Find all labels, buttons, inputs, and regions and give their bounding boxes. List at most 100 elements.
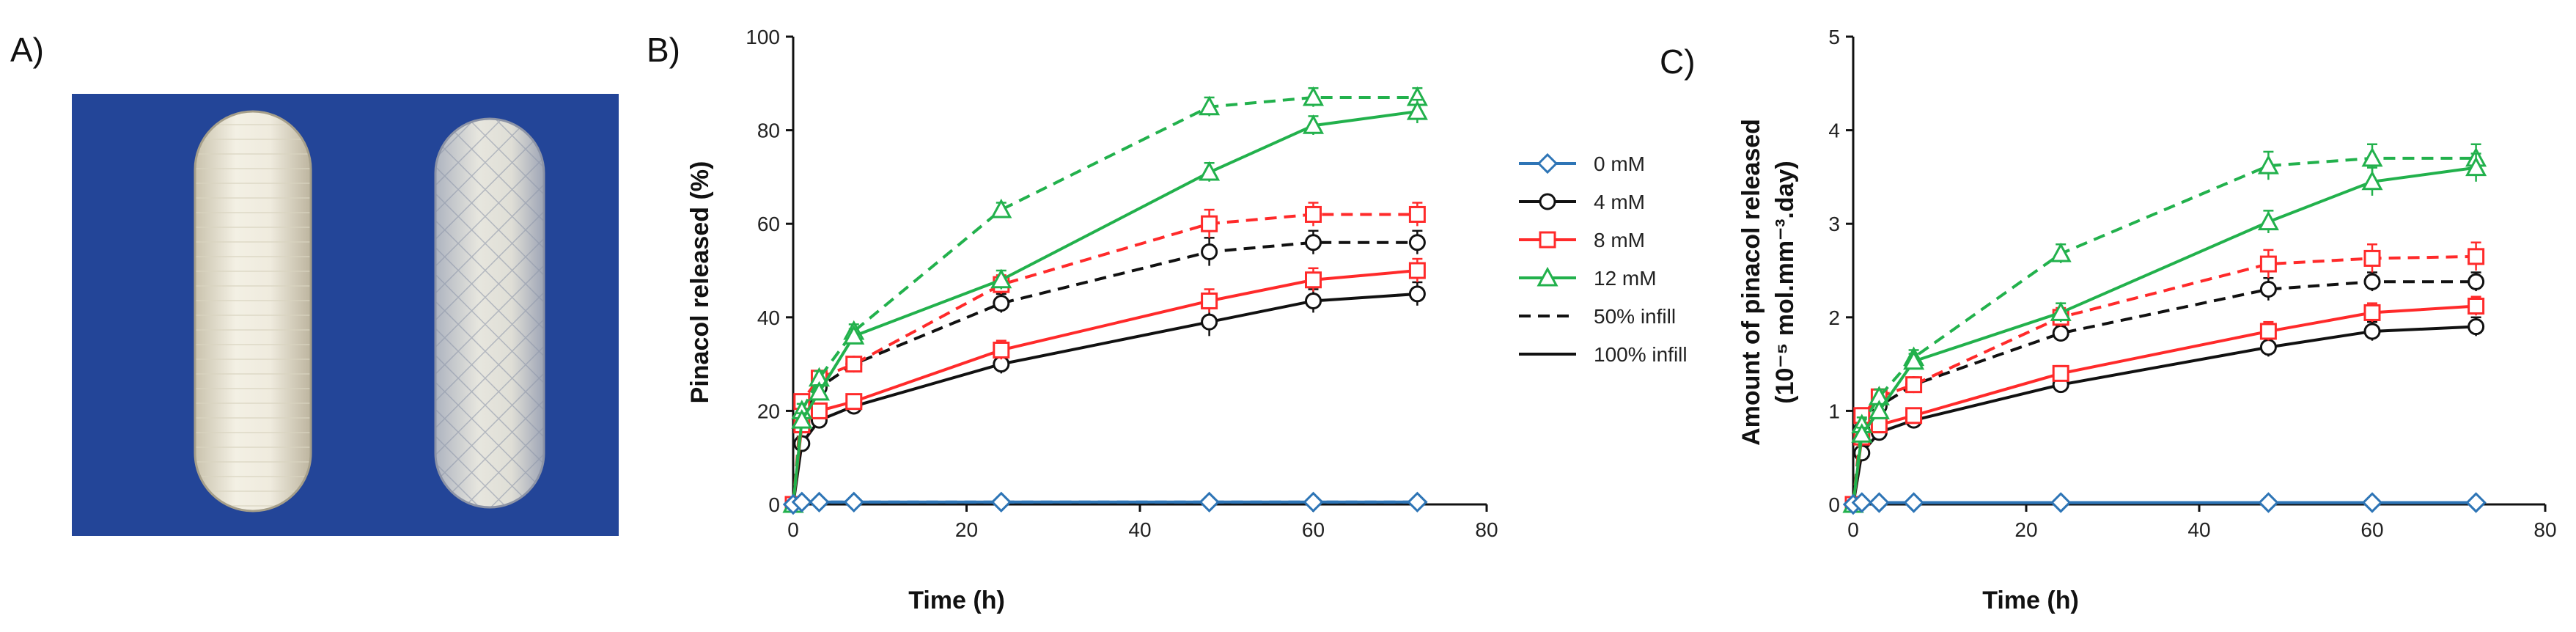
- chart-b-data-point: [1302, 86, 1325, 106]
- chart-b-data-point: [1201, 292, 1218, 309]
- chart-b-data-point: [1305, 234, 1322, 251]
- chart-b-series-line: [792, 240, 1418, 505]
- chart-b-data-point: [810, 402, 828, 419]
- chart-b-series-12mM-100-infill: [782, 98, 1428, 513]
- chart-b: Pinacol released (%) Time (h) 0 20 40 60 80 1…: [686, 26, 1498, 614]
- chart-c-data-point: [2258, 492, 2279, 513]
- panel-b-label: B): [647, 31, 680, 69]
- legend-item-12: 12 mM: [1519, 266, 1657, 290]
- chart-c-ylabel-units: (10⁻⁵ mol.mm⁻³.day): [1771, 161, 1799, 403]
- chart-b-xlabel: Time (h): [908, 587, 1005, 614]
- chart-b-xtick-label: 0: [787, 518, 799, 541]
- chart-c-data-point: [2257, 154, 2279, 174]
- chart-b-series-line: [792, 213, 1418, 505]
- chart-b-data-point: [990, 268, 1012, 289]
- chart-c-data-point: [2468, 297, 2485, 315]
- chart-b-series-4mM-50-infill: [784, 229, 1426, 513]
- capsule-mesh-icon: [434, 117, 545, 509]
- photo-panel: [72, 94, 619, 536]
- chart-c-xtick-label: 80: [2533, 518, 2556, 541]
- chart-b-data-point: [1408, 285, 1426, 303]
- panel-a-label: A): [10, 31, 44, 69]
- chart-b-data-point: [1303, 491, 1324, 512]
- chart-b-data-point: [1305, 271, 1322, 289]
- legend-marker: [1539, 193, 1556, 210]
- chart-b-series-8mM-100-infill: [784, 257, 1426, 513]
- chart-c-data-point: [2259, 323, 2277, 340]
- chart-c-xtick-label: 0: [1847, 518, 1859, 541]
- chart-c-data-point: [1905, 407, 1923, 425]
- chart-c-series-4mM-50-infill: [1844, 271, 2485, 513]
- legend-item-8: 8 mM: [1519, 229, 1645, 251]
- chart-c-data-point: [1903, 350, 1925, 370]
- chart-b-data-point: [845, 356, 863, 373]
- chart-c-data-point: [2468, 248, 2485, 265]
- chart-c-data-point: [2050, 492, 2072, 513]
- chart-c-series-line: [1852, 304, 2476, 505]
- chart-b-data-point: [793, 435, 811, 452]
- chart-b-ytick-label: 20: [757, 400, 780, 422]
- chart-c-data-point: [2259, 255, 2277, 273]
- legend-marker: [1537, 266, 1559, 287]
- chart-c-series-4mM-100-infill: [1844, 316, 2485, 513]
- chart-b-data-point: [1408, 234, 1426, 251]
- chart-c-xtick-label: 20: [2014, 518, 2037, 541]
- legend-label: 12 mM: [1594, 267, 1657, 290]
- legend-label: 4 mM: [1594, 191, 1645, 213]
- capsule-solid-icon: [194, 110, 312, 512]
- chart-c-data-point: [1851, 492, 1872, 513]
- chart-c-series-line: [1852, 254, 2476, 505]
- legend-item-4: 4 mM: [1519, 191, 1645, 213]
- chart-c-data-point: [2052, 324, 2069, 342]
- chart-b-data-point: [843, 491, 864, 512]
- chart-b-data-point: [1201, 313, 1218, 331]
- chart-c-series-0mM-100-infill: [1842, 492, 2487, 515]
- chart-b-xtick-label: 20: [955, 518, 978, 541]
- chart-c-data-point: [1905, 376, 1923, 394]
- chart-b-data-point: [1406, 100, 1428, 120]
- chart-c-data-point: [2259, 281, 2277, 298]
- chart-c: Amount of pinacol released (10⁻⁵ mol.mm⁻…: [1737, 26, 2557, 614]
- chart-b-ytick-label: 0: [768, 493, 780, 516]
- chart-b-data-point: [1408, 205, 1426, 223]
- chart-b-data-point: [791, 409, 813, 429]
- chart-c-data-point: [2050, 301, 2072, 321]
- chart-b-ytick-label: 60: [757, 213, 780, 235]
- chart-b-data-point: [808, 381, 831, 401]
- chart-c-data-point: [2468, 318, 2485, 336]
- legend-label: 100% infill: [1594, 343, 1688, 366]
- chart-b-series-0mM-100-infill: [782, 491, 1428, 515]
- chart-c-ytick-label: 4: [1828, 120, 1840, 142]
- chart-c-xlabel: Time (h): [1982, 587, 2079, 614]
- chart-b-data-point: [1199, 161, 1221, 181]
- chart-b-xtick-label: 60: [1302, 518, 1325, 541]
- chart-c-data-point: [2050, 242, 2072, 262]
- chart-c-data-point: [2363, 273, 2381, 290]
- chart-b-data-point: [990, 491, 1012, 512]
- chart-b-data-point: [1199, 491, 1220, 512]
- chart-c-data-point: [1851, 423, 1873, 443]
- chart-b-ytick-label: 100: [746, 26, 780, 48]
- chart-b-xtick-label: 40: [1128, 518, 1151, 541]
- chart-b-data-point: [1407, 491, 1428, 512]
- chart-b-data-point: [791, 491, 812, 512]
- legend-label: 0 mM: [1594, 153, 1645, 175]
- chart-b-ylabel: Pinacol released (%): [686, 161, 714, 404]
- chart-c-series-12mM-50-infill: [1842, 143, 2487, 513]
- chart-b-data-point: [843, 325, 865, 345]
- chart-c-ytick-label: 2: [1828, 306, 1840, 329]
- chart-b-data-point: [1201, 243, 1218, 260]
- chart-b-series-4mM-100-infill: [784, 281, 1426, 513]
- chart-c-data-point: [1903, 492, 1924, 513]
- chart-b-data-point: [1302, 114, 1325, 134]
- chart-b-data-point: [993, 341, 1010, 359]
- chart-b-data-point: [809, 491, 830, 512]
- chart-c-data-point: [2468, 273, 2485, 290]
- chart-c-data-point: [2361, 492, 2383, 513]
- chart-c-series-line: [1852, 280, 2476, 505]
- legend-item-infill50: 50% infill: [1519, 305, 1676, 328]
- chart-b-ytick-label: 40: [757, 306, 780, 329]
- legend-item-0: 0 mM: [1519, 153, 1645, 175]
- chart-b-data-point: [1305, 292, 1322, 309]
